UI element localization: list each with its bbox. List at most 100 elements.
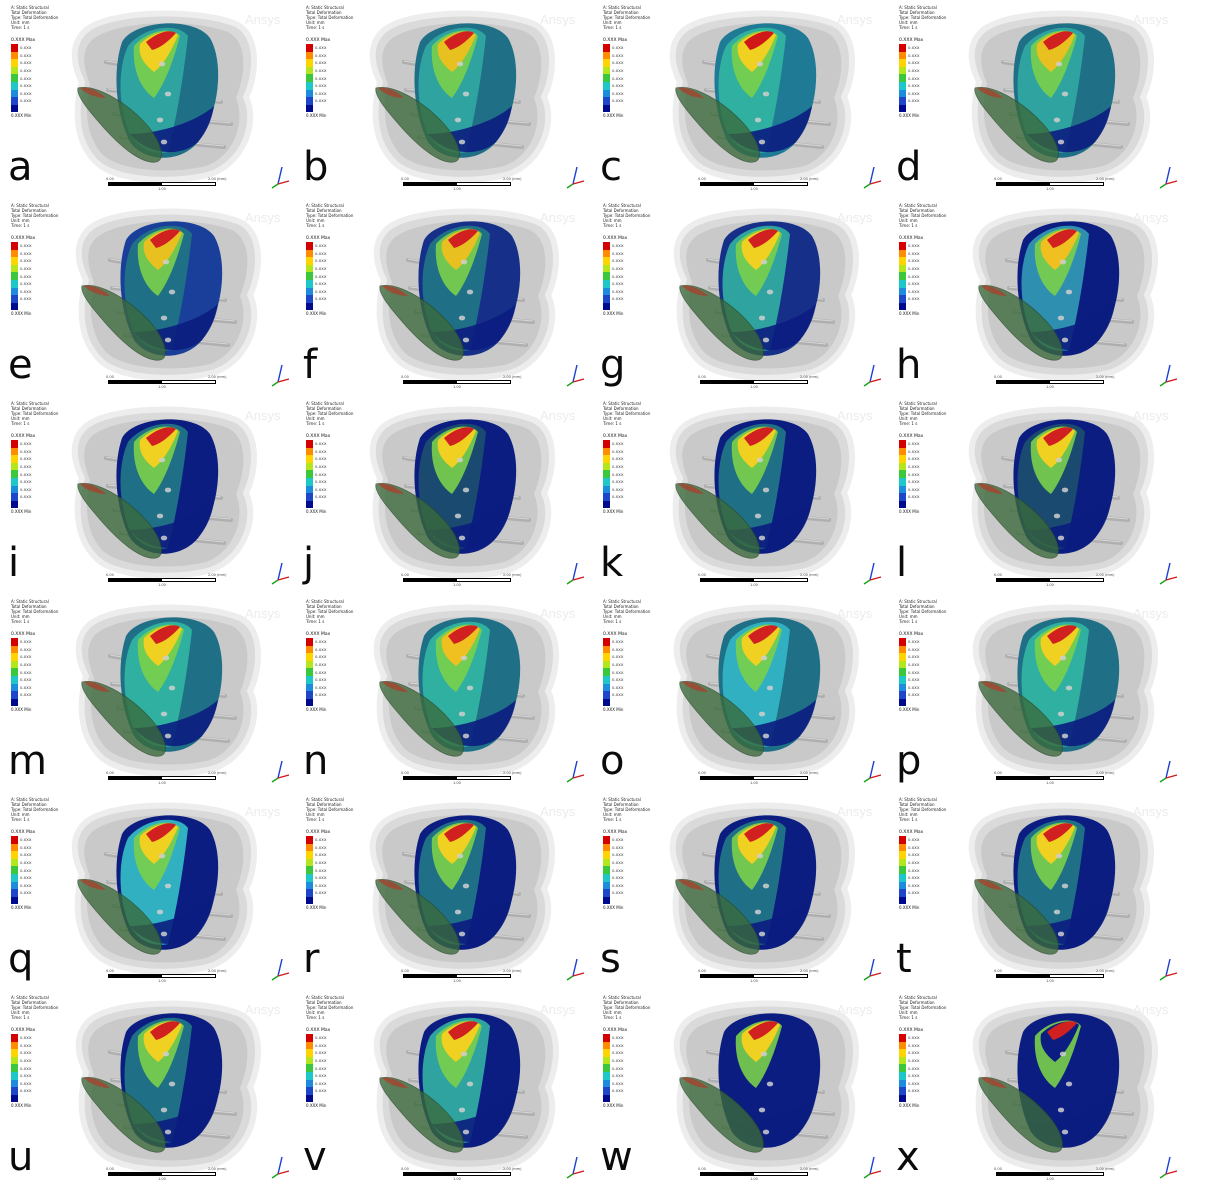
fea-model-render [673, 604, 859, 777]
fea-model-render [669, 10, 855, 183]
panel-label: g [600, 342, 626, 388]
legend-color-swatch [306, 660, 313, 669]
legend-color-swatch [306, 1056, 313, 1065]
legend-tick-label: 0.XXX [908, 464, 920, 470]
legend-tick-label: 0.XXX [315, 860, 327, 866]
legend-header-line: Type: Total Deformation [306, 213, 354, 218]
legend-color-swatch [603, 447, 610, 456]
axis-triad-icon [1159, 166, 1178, 189]
legend-tick-label: 0.XXX [612, 852, 624, 858]
scale-left-label: 0.00 [698, 969, 706, 973]
scale-left-label: 0.00 [401, 771, 409, 775]
legend-header-line: A: Static Structural [11, 995, 49, 1000]
legend-tick-label: 0.XXX [315, 479, 327, 485]
legend-tick-label: 0.XXX [315, 98, 327, 104]
legend-tick-label: 0.XXX [20, 52, 32, 58]
legend-tick-label: 0.XXX [20, 860, 32, 866]
scale-bar-graphic [403, 1172, 511, 1176]
legend-tick-label: 0.XXX [908, 456, 920, 462]
fea-model-render [75, 208, 261, 381]
ansys-watermark: Ansys [837, 12, 873, 27]
legend-header-line: Total Deformation [306, 604, 342, 609]
legend-tick-label: 0.XXX [315, 494, 327, 500]
legend-color-swatch [899, 44, 906, 52]
legend-color-swatch [11, 97, 18, 105]
legend-header-line: Time: 1 s [306, 619, 325, 624]
legend-color-swatch [306, 66, 313, 75]
legend-color-swatch [11, 1056, 18, 1065]
scale-right-label: 2.00 (mm) [800, 375, 819, 379]
legend-header-line: Type: Total Deformation [306, 609, 354, 614]
axis-triad-icon [1159, 562, 1178, 585]
fea-model-render [673, 1000, 859, 1173]
scale-bar-graphic [700, 380, 808, 384]
legend-tick-label: 0.XXX [20, 1080, 32, 1086]
legend-color-swatch [11, 683, 18, 692]
legend-color-swatch [11, 447, 18, 456]
legend-header-line: Unit: mm [899, 218, 918, 223]
legend-max-value: 0.XXX Max [899, 38, 924, 43]
legend-tick-label: 0.XXX [20, 654, 32, 660]
scale-mid-label: 1.00 [453, 979, 461, 983]
scale-mid-label: 1.00 [1046, 781, 1054, 785]
legend-color-swatch [899, 683, 906, 692]
legend-tick-label: 0.XXX [20, 45, 32, 51]
legend-color-swatch [11, 59, 18, 67]
legend-tick-label: 0.XXX [20, 288, 32, 294]
legend-color-swatch [899, 698, 906, 707]
legend-tick-label: 0.XXX [612, 52, 624, 58]
legend-header-line: Type: Total Deformation [899, 1005, 947, 1010]
legend-min-value: 0.XXX Min [306, 707, 327, 713]
panel-label: l [896, 540, 908, 586]
scale-left-label: 0.00 [994, 375, 1002, 379]
legend-tick-label: 0.XXX [315, 852, 327, 858]
legend-tick-label: 0.XXX [315, 60, 327, 66]
legend-color-swatch [11, 500, 18, 509]
scale-mid-label: 1.00 [158, 781, 166, 785]
scale-right-label: 2.00 (mm) [503, 177, 522, 181]
legend-tick-label: 0.XXX [612, 662, 624, 668]
contour-legend: A: Static Structural Total Deformation Typ… [306, 203, 368, 316]
legend-tick-label: 0.XXX [908, 243, 920, 249]
legend-tick-label: 0.XXX [315, 456, 327, 462]
legend-tick-label: 0.XXX [908, 441, 920, 447]
scale-mid-label: 1.00 [453, 187, 461, 191]
panel-a: Ansys A: Static Structural Total Deformati… [0, 2, 295, 197]
panel-i: Ansys A: Static Structural Total Deformati… [0, 398, 295, 593]
scale-bar: 0.00 1.00 2.00 (mm) [692, 375, 832, 389]
legend-color-swatch [899, 493, 906, 501]
legend-color-swatch [306, 51, 313, 60]
legend-color-swatch [603, 51, 610, 60]
legend-header-line: Time: 1 s [11, 817, 30, 822]
legend-max-value: 0.XXX Max [603, 434, 628, 439]
panel-f: Ansys A: Static Structural Total Deformati… [295, 200, 590, 395]
legend-color-swatch [899, 638, 906, 646]
legend-tick-label: 0.XXX [908, 867, 920, 873]
legend-tick-label: 0.XXX [612, 281, 624, 287]
legend-color-swatch [11, 287, 18, 296]
panel-label: c [600, 144, 622, 190]
scale-right-label: 2.00 (mm) [800, 771, 819, 775]
ansys-watermark: Ansys [540, 1002, 576, 1017]
legend-header-line: Unit: mm [11, 218, 30, 223]
legend-tick-label: 0.XXX [315, 288, 327, 294]
legend-header-line: Type: Total Deformation [11, 15, 59, 20]
legend-tick-label: 0.XXX [20, 75, 32, 81]
legend-color-swatch [306, 455, 313, 463]
legend-tick-label: 0.XXX [20, 90, 32, 96]
legend-tick-label: 0.XXX [20, 1088, 32, 1094]
legend-color-swatch [603, 881, 610, 890]
legend-color-swatch [603, 295, 610, 303]
legend-tick-label: 0.XXX [612, 890, 624, 896]
fea-model-render [369, 802, 555, 975]
contour-legend: A: Static Structural Total Deformation Typ… [11, 599, 73, 712]
legend-tick-label: 0.XXX [908, 471, 920, 477]
legend-tick-label: 0.XXX [315, 692, 327, 698]
legend-color-swatch [11, 1034, 18, 1042]
legend-color-swatch [899, 302, 906, 311]
legend-tick-label: 0.XXX [908, 90, 920, 96]
contour-legend: A: Static Structural Total Deformation Typ… [306, 5, 368, 118]
legend-header-line: Type: Total Deformation [11, 1005, 59, 1010]
legend-color-swatch [306, 272, 313, 280]
scale-bar: 0.00 1.00 2.00 (mm) [395, 771, 535, 785]
